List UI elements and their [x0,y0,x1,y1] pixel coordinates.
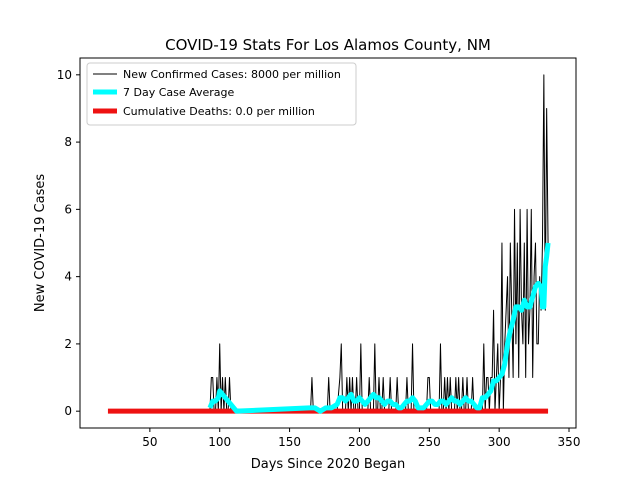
y-tick-label-2: 2 [64,337,72,351]
x-tick-label-250: 250 [418,435,441,449]
legend-label-7-day-average: 7 Day Case Average [123,86,235,99]
x-axis: 50 100 150 200 250 300 350 [142,428,580,449]
chart-title: COVID-19 Stats For Los Alamos County, NM [165,36,491,54]
legend: New Confirmed Cases: 8000 per million 7 … [86,62,357,126]
legend-box [86,62,357,126]
x-tick-label-100: 100 [208,435,231,449]
legend-label-cumulative-deaths: Cumulative Deaths: 0.0 per million [123,105,315,118]
y-tick-label-10: 10 [57,68,72,82]
x-axis-label: Days Since 2020 Began [251,457,406,472]
y-tick-label-6: 6 [64,202,72,216]
y-tick-label-4: 4 [64,270,72,284]
x-tick-label-200: 200 [348,435,371,449]
x-tick-label-150: 150 [278,435,301,449]
x-tick-label-50: 50 [142,435,157,449]
y-axis-label: New COVID-19 Cases [33,174,48,312]
x-tick-label-300: 300 [488,435,511,449]
y-axis: 0 2 4 6 8 10 [57,68,80,418]
x-tick-label-350: 350 [558,435,581,449]
series-7-day-average [207,242,551,414]
series-layer [107,74,551,414]
legend-label-new-cases: New Confirmed Cases: 8000 per million [123,68,341,81]
plot-frame [79,57,577,429]
plot-area: 50 100 150 200 250 300 350 0 2 4 6 8 10 [57,57,580,449]
y-tick-label-8: 8 [64,135,72,149]
y-tick-label-0: 0 [64,404,72,418]
